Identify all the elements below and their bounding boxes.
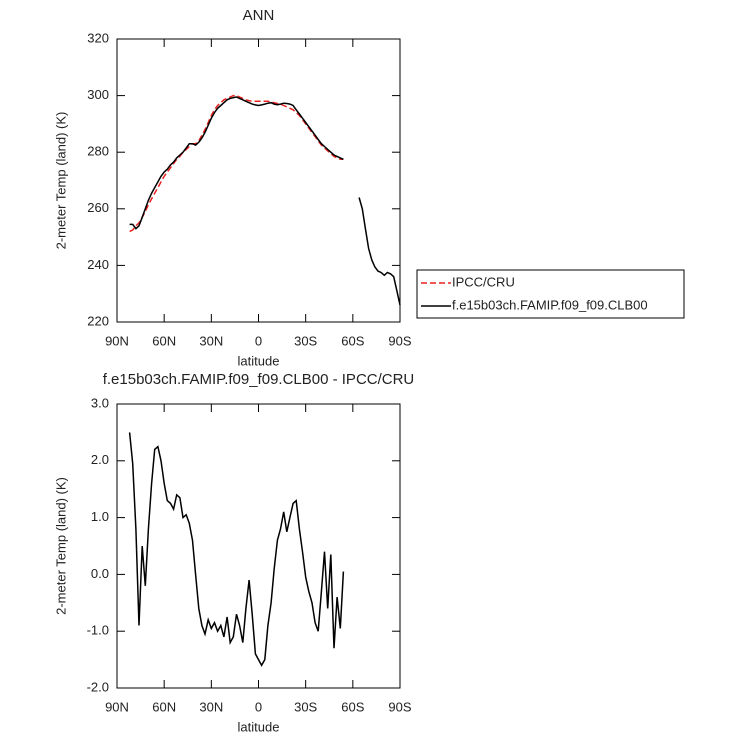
legend-box	[416, 269, 685, 319]
x-tick-label: 60N	[152, 333, 176, 348]
y-tick-label: 3.0	[91, 395, 109, 410]
y-tick-label: 220	[87, 313, 109, 328]
y-tick-label: 0.0	[91, 566, 109, 581]
x-tick-label: 30S	[294, 699, 317, 714]
x-tick-label: 90S	[388, 333, 411, 348]
y-tick-label: 240	[87, 257, 109, 272]
y-axis-label: 2-meter Temp (land) (K)	[53, 477, 68, 615]
y-tick-label: 320	[87, 30, 109, 45]
y-axis-label: 2-meter Temp (land) (K)	[53, 112, 68, 250]
y-tick-label: -2.0	[87, 679, 109, 694]
x-tick-label: 60S	[341, 699, 364, 714]
x-tick-label: 90S	[388, 699, 411, 714]
y-tick-label: 260	[87, 200, 109, 215]
x-tick-label: 90N	[105, 699, 129, 714]
y-tick-label: 300	[87, 87, 109, 102]
legend-label: f.e15b03ch.FAMIP.f09_f09.CLB00	[452, 297, 648, 312]
y-tick-label: -1.0	[87, 623, 109, 638]
x-tick-label: 0	[255, 699, 262, 714]
y-tick-label: 1.0	[91, 509, 109, 524]
x-tick-label: 60N	[152, 699, 176, 714]
data-line	[128, 432, 345, 667]
plot-frame	[116, 403, 401, 689]
y-tick-label: 280	[87, 144, 109, 159]
x-tick-label: 90N	[105, 333, 129, 348]
data-line	[129, 94, 344, 233]
chart-title: f.e15b03ch.FAMIP.f09_f09.CLB00 - IPCC/CR…	[103, 371, 415, 388]
x-tick-label: 0	[255, 333, 262, 348]
x-tick-label: 30N	[199, 333, 223, 348]
x-axis-label: latitude	[238, 353, 280, 368]
data-line	[129, 96, 401, 306]
x-axis-label: latitude	[238, 719, 280, 734]
chart-title: ANN	[243, 7, 275, 24]
legend-label: IPCC/CRU	[452, 274, 515, 289]
x-tick-label: 30N	[199, 699, 223, 714]
x-tick-label: 60S	[341, 333, 364, 348]
x-tick-label: 30S	[294, 333, 317, 348]
y-tick-label: 2.0	[91, 452, 109, 467]
